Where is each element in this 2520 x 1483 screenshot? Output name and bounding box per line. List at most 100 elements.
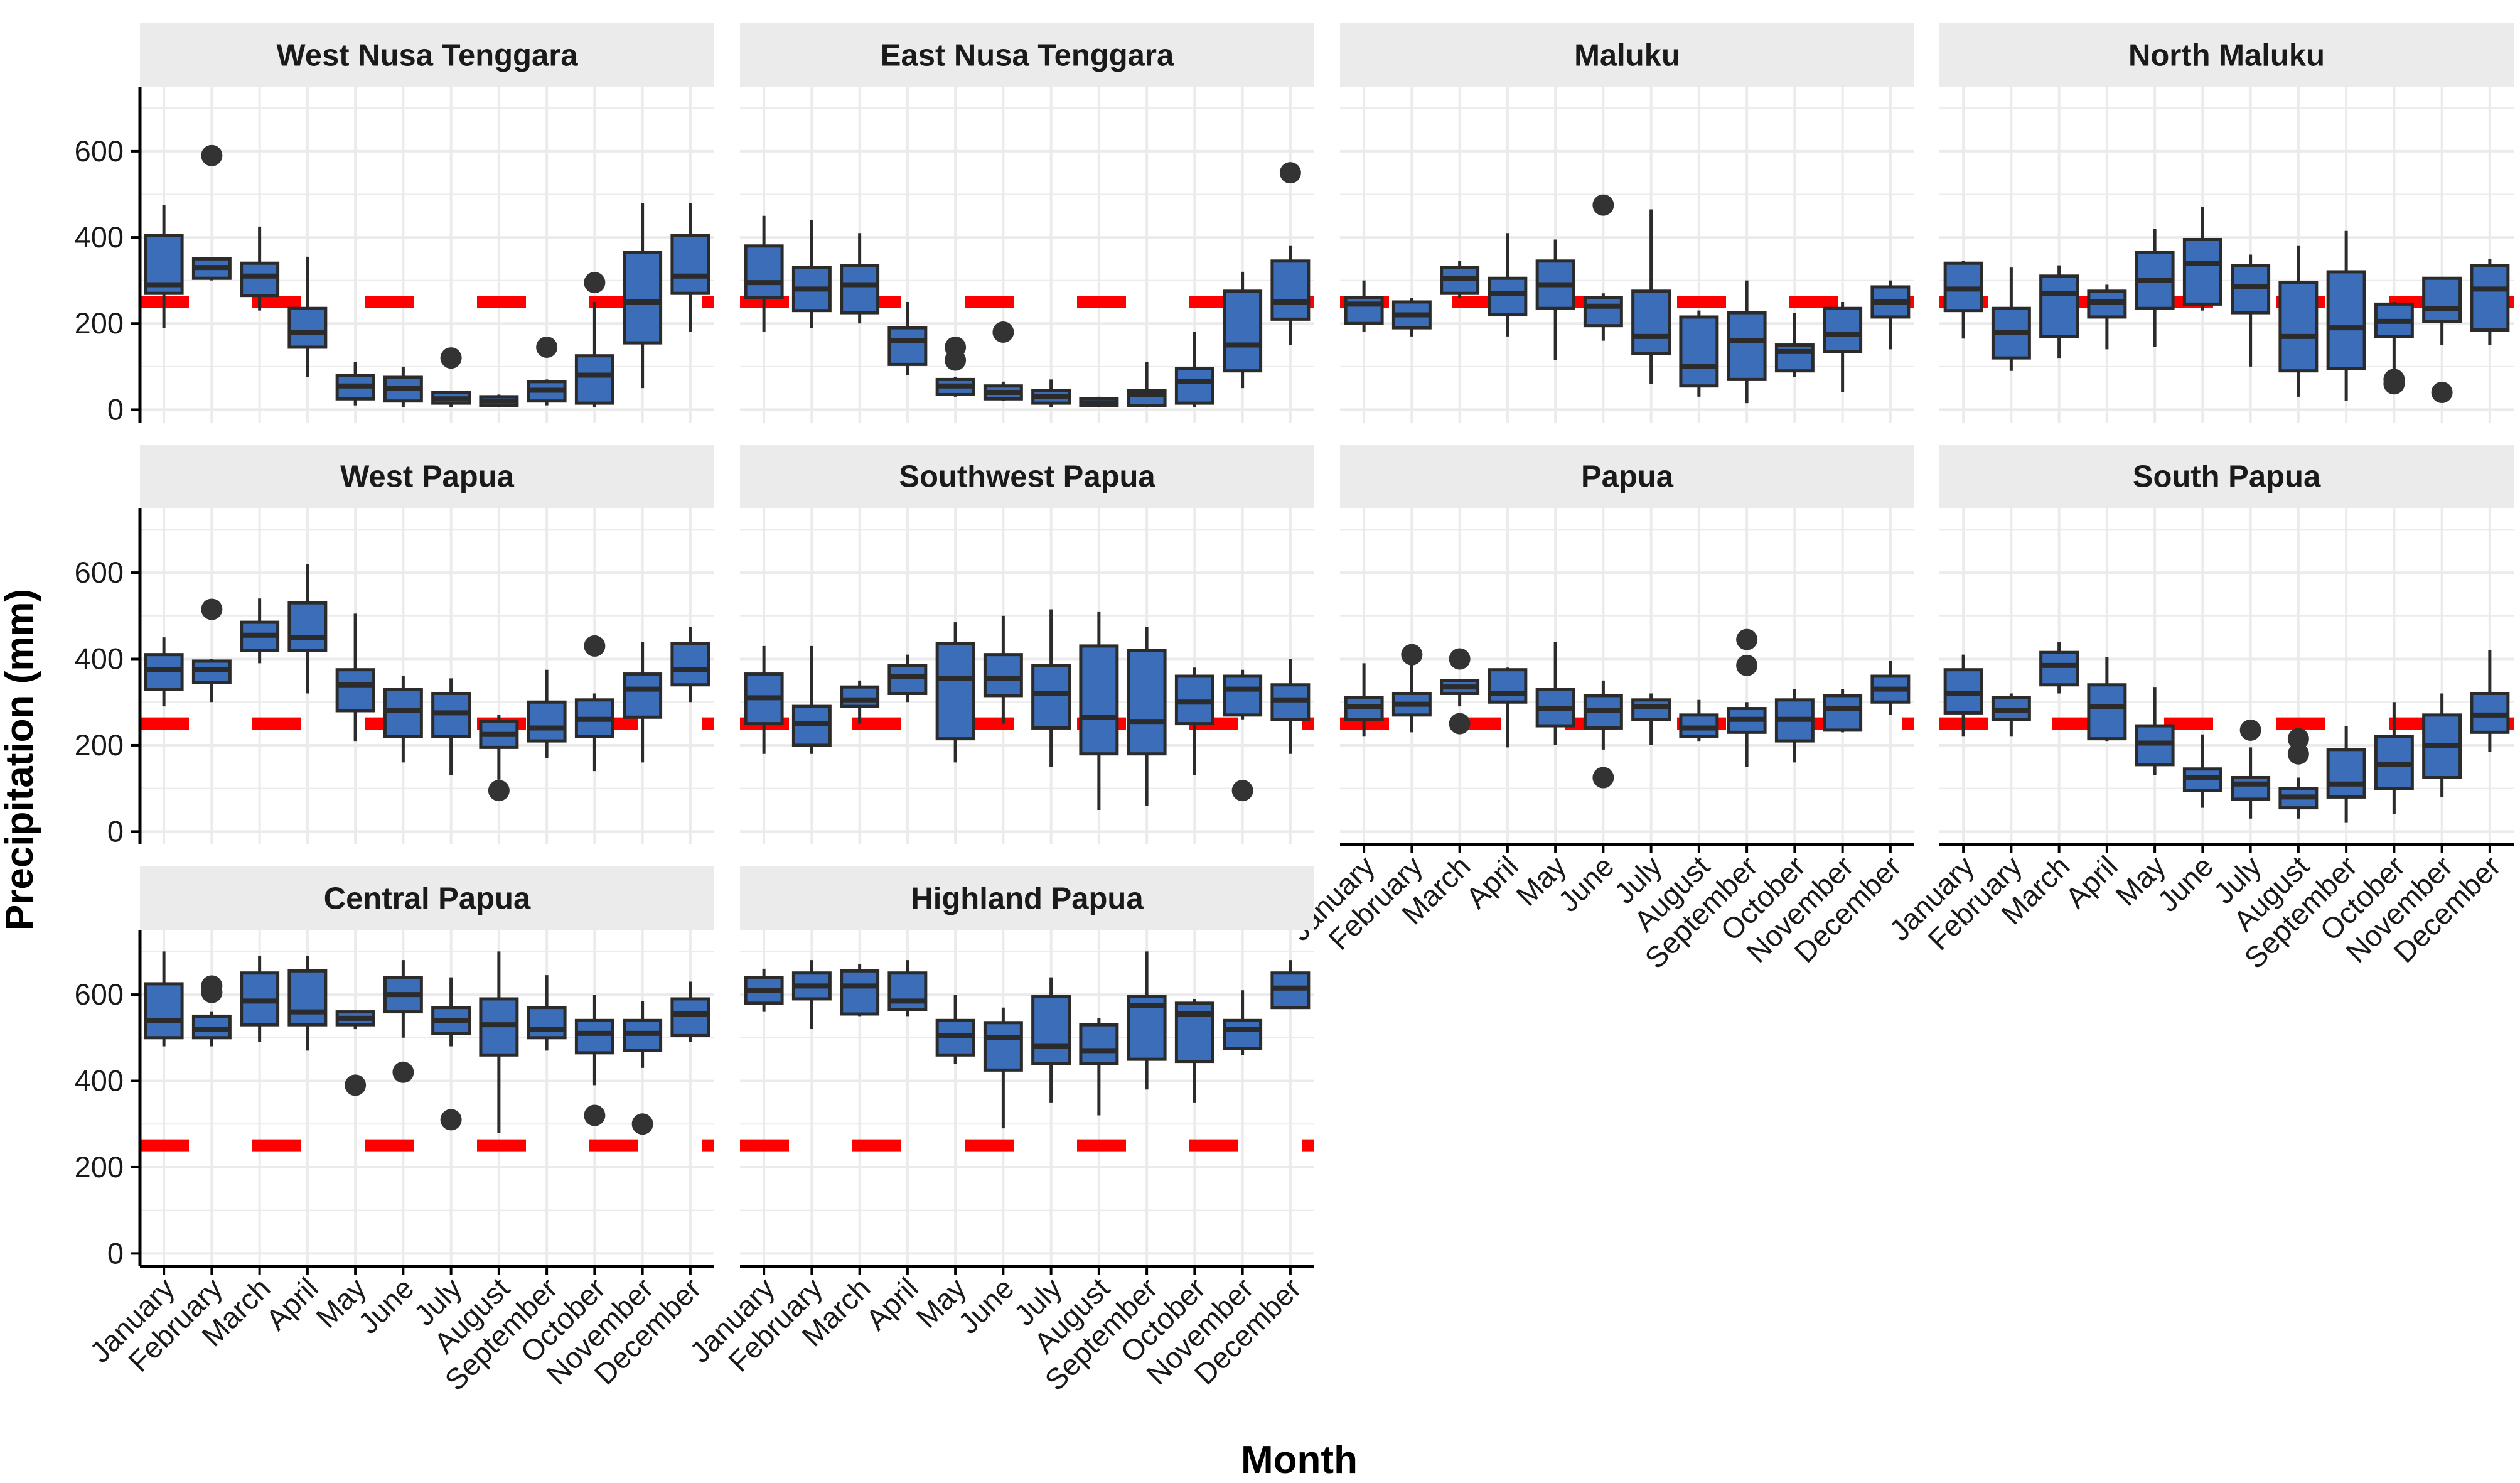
box-body	[1823, 694, 1863, 732]
panel-papua: PapuaJanuaryFebruaryMarchAprilMayJuneJul…	[1283, 445, 1914, 975]
box-may	[935, 995, 975, 1064]
box-january	[744, 645, 784, 754]
box-september	[527, 975, 567, 1051]
box-body	[2231, 775, 2271, 801]
box-april	[887, 960, 928, 1017]
box-january	[1943, 654, 1983, 737]
box-body	[840, 264, 880, 315]
y-tick-label: 600	[75, 134, 124, 168]
box-march	[1440, 261, 1480, 298]
box-september	[1127, 362, 1167, 407]
box-body	[2326, 270, 2366, 370]
box-december	[2470, 259, 2510, 345]
y-axis-title: Precipitation (mm)	[0, 589, 41, 930]
box-october	[574, 272, 614, 407]
box-body	[1079, 1023, 1119, 1065]
box-body	[744, 244, 784, 299]
outlier-point	[440, 347, 462, 369]
panel-title: West Papua	[340, 460, 515, 494]
box-december	[1870, 280, 1911, 350]
box-body	[2087, 683, 2127, 741]
box-body	[287, 969, 328, 1027]
outlier-point	[392, 1061, 414, 1083]
box-august	[1679, 310, 1719, 397]
box-october	[1174, 998, 1214, 1103]
box-body	[2039, 274, 2079, 338]
box-november	[1823, 301, 1863, 392]
outlier-point	[440, 1109, 462, 1131]
box-june	[383, 960, 423, 1083]
box-body	[840, 685, 880, 708]
y-tick-label: 600	[75, 978, 124, 1011]
box-body	[2326, 748, 2366, 799]
box-body	[1488, 668, 1528, 704]
outlier-point	[584, 635, 606, 657]
box-may	[935, 622, 975, 763]
x-tick-label: April	[1459, 849, 1525, 915]
box-body	[2422, 276, 2462, 323]
panel-title: Maluku	[1574, 39, 1680, 73]
box-body	[2182, 237, 2222, 306]
box-june	[983, 321, 1023, 401]
box-august	[1079, 396, 1119, 407]
box-october	[574, 995, 614, 1126]
box-february	[1991, 693, 2031, 737]
box-body	[2470, 264, 2510, 332]
box-september	[1127, 951, 1167, 1090]
box-body	[840, 969, 880, 1016]
box-may	[2135, 687, 2175, 776]
box-march	[1440, 648, 1480, 735]
y-tick-label: 400	[75, 220, 124, 254]
panel-strip	[740, 445, 1314, 508]
box-september	[1127, 626, 1167, 806]
y-tick-label: 400	[75, 1064, 124, 1097]
box-february	[191, 598, 232, 703]
box-body	[935, 642, 975, 741]
box-body	[983, 653, 1023, 698]
outlier-point	[1401, 644, 1423, 666]
box-body	[1223, 674, 1263, 717]
box-november	[623, 642, 663, 763]
box-april	[2087, 284, 2127, 350]
panel-strip	[1939, 445, 2514, 508]
box-december	[1270, 162, 1311, 345]
box-february	[1391, 644, 1432, 733]
box-january	[744, 215, 784, 332]
box-september	[1727, 280, 1767, 404]
outlier-point	[631, 1113, 653, 1135]
box-may	[1535, 642, 1575, 745]
box-july	[1031, 609, 1071, 767]
box-february	[191, 144, 232, 281]
box-august	[1679, 699, 1719, 742]
box-body	[1774, 343, 1815, 373]
outlier-point	[584, 272, 606, 294]
box-july	[1631, 693, 1671, 745]
box-april	[887, 301, 928, 375]
box-september	[527, 336, 567, 406]
box-july	[1031, 379, 1071, 407]
box-june	[983, 615, 1023, 724]
panel-strip	[1939, 23, 2514, 87]
y-tick-label: 0	[107, 1236, 124, 1270]
box-body	[574, 354, 614, 405]
box-september	[2326, 726, 2366, 823]
panel-central-papua: Central Papua0200400600JanuaryFebruaryMa…	[75, 866, 714, 1397]
panel-title: North Maluku	[2128, 39, 2325, 73]
box-september	[2326, 230, 2366, 401]
outlier-point	[1449, 713, 1471, 735]
box-june	[983, 1007, 1023, 1129]
box-february	[191, 975, 232, 1047]
box-body	[1223, 1018, 1263, 1050]
box-june	[1583, 680, 1623, 789]
box-march	[840, 964, 880, 1017]
outlier-point	[1736, 628, 1758, 650]
panel-strip	[740, 23, 1314, 87]
outlier-point	[2431, 381, 2453, 403]
panel-strip	[140, 23, 714, 87]
panel-strip	[1340, 445, 1914, 508]
box-body	[1727, 311, 1767, 381]
box-october	[1174, 332, 1214, 407]
y-tick-label: 200	[75, 1150, 124, 1184]
box-december	[1270, 960, 1311, 1010]
